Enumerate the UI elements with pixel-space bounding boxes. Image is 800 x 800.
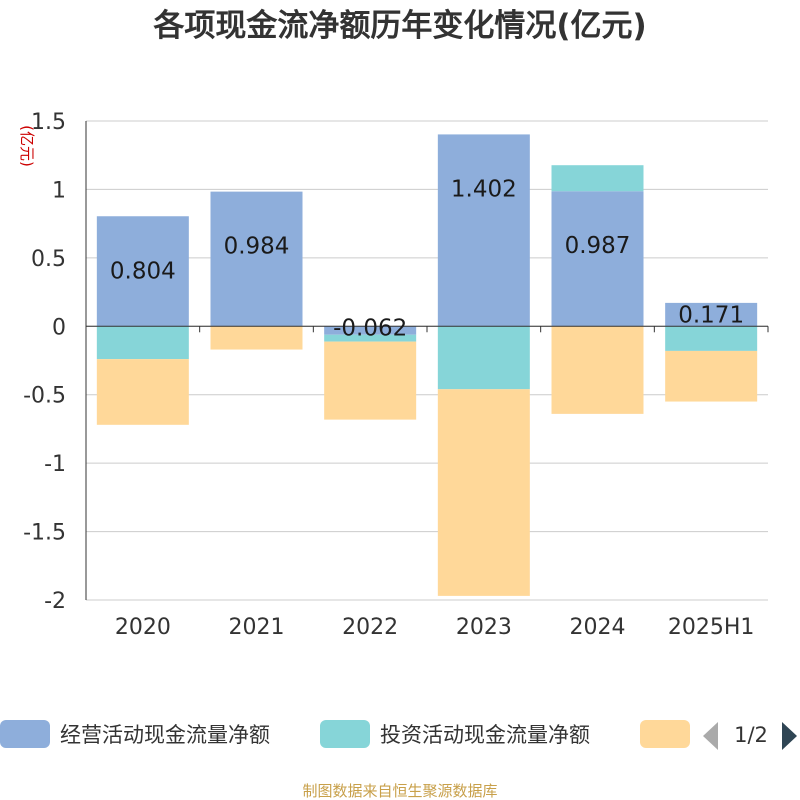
data-label: 0.804 [110,258,176,284]
legend-page-indicator: 1/2 [734,723,768,747]
bars [96,134,758,596]
x-tick-label: 2025H1 [668,615,755,640]
bar-series-0 [210,191,303,327]
data-label: 1.402 [451,176,517,202]
y-tick-label: -1.5 [23,521,66,546]
axes: 1.5 1 0.5 0 -0.5 -1 -1.5 -2 2020 2021 2022 2023 2024… [23,110,769,640]
y-tick-label: -0.5 [23,384,66,409]
data-label: 0.987 [565,233,631,259]
data-label: 0.171 [678,303,744,329]
data-labels: 0.804 0.984 -0.062 1.402 0.987 0.171 [110,176,744,341]
chart-title: 各项现金流净额历年变化情况(亿元) [152,8,646,44]
bar-series-0 [551,191,644,327]
bar-series-0 [96,216,189,327]
bar-series-1 [665,326,758,351]
x-tick-label: 2020 [115,615,171,640]
bar-series-1 [324,334,417,342]
source-note: 制图数据来自恒生聚源数据库 [302,782,497,800]
legend-prev-page-icon[interactable] [703,722,718,750]
bar-series-1 [551,165,644,192]
bar-series-2 [324,341,417,420]
bar-series-0 [437,134,530,327]
legend[interactable]: 经营活动现金流量净额 投资活动现金流量净额 1/2 [0,720,797,750]
x-tick-label: 2024 [570,615,626,640]
data-label: -0.062 [333,315,407,341]
y-axis-unit: (亿元) [18,125,36,167]
y-tick-label: 0 [52,315,66,340]
x-tick-label: 2023 [456,615,512,640]
legend-swatch[interactable] [640,720,690,748]
y-tick-label: 0.5 [31,247,66,272]
y-tick-label: 1.5 [31,110,66,135]
x-tick-label: 2022 [342,615,398,640]
data-label: 0.984 [224,234,290,260]
x-tick-label: 2021 [229,615,285,640]
bar-series-2 [665,350,758,402]
bar-series-2 [551,326,644,414]
legend-swatch[interactable] [0,720,50,748]
legend-next-page-icon[interactable] [782,722,797,750]
bar-series-1 [437,326,530,390]
legend-swatch[interactable] [320,720,370,748]
bar-series-2 [96,359,189,425]
y-tick-label: -2 [44,589,66,614]
bar-series-2 [210,326,303,350]
y-tick-label: -1 [44,452,66,477]
legend-label[interactable]: 投资活动现金流量净额 [380,723,590,747]
bar-series-0 [665,302,758,327]
legend-label[interactable]: 经营活动现金流量净额 [60,723,270,747]
y-tick-label: 1 [52,178,66,203]
bar-series-0 [324,326,417,335]
bar-series-2 [437,389,530,596]
bar-series-1 [96,326,189,360]
